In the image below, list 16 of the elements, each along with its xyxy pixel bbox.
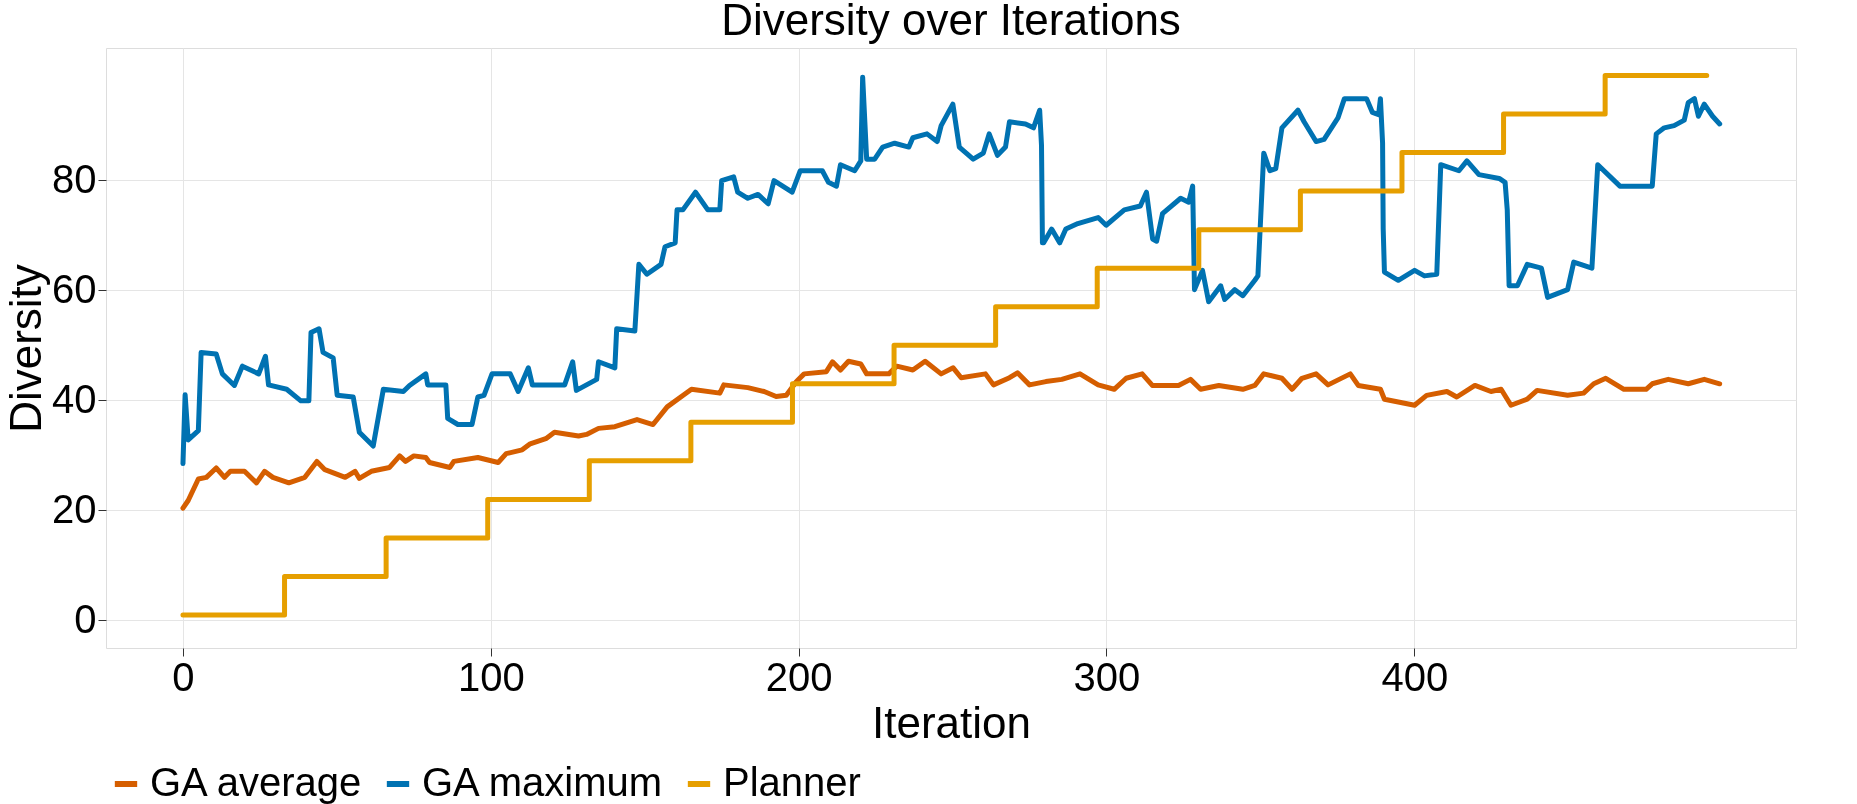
- y-tick-label: 0: [74, 596, 97, 641]
- legend-label: GA maximum: [422, 760, 663, 804]
- x-tick-label: 400: [1381, 654, 1449, 699]
- y-axis-title: Diversity: [1, 264, 51, 433]
- x-axis-title: Iteration: [872, 697, 1031, 747]
- x-tick-label: 300: [1073, 654, 1141, 699]
- chart-title: Diversity over Iterations: [721, 0, 1181, 44]
- x-tick-label: 100: [457, 654, 525, 699]
- legend-label: Planner: [723, 760, 861, 804]
- x-tick-label: 0: [172, 654, 195, 699]
- legend-label: GA average: [150, 760, 362, 804]
- x-tick-label: 200: [765, 654, 833, 699]
- y-tick-label: 60: [52, 266, 97, 311]
- y-tick-label: 80: [52, 156, 97, 201]
- y-tick-label: 20: [52, 486, 97, 531]
- y-tick-label: 40: [52, 376, 97, 421]
